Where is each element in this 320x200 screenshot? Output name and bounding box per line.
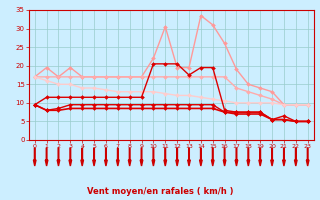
Text: Vent moyen/en rafales ( km/h ): Vent moyen/en rafales ( km/h ) [87, 187, 233, 196]
